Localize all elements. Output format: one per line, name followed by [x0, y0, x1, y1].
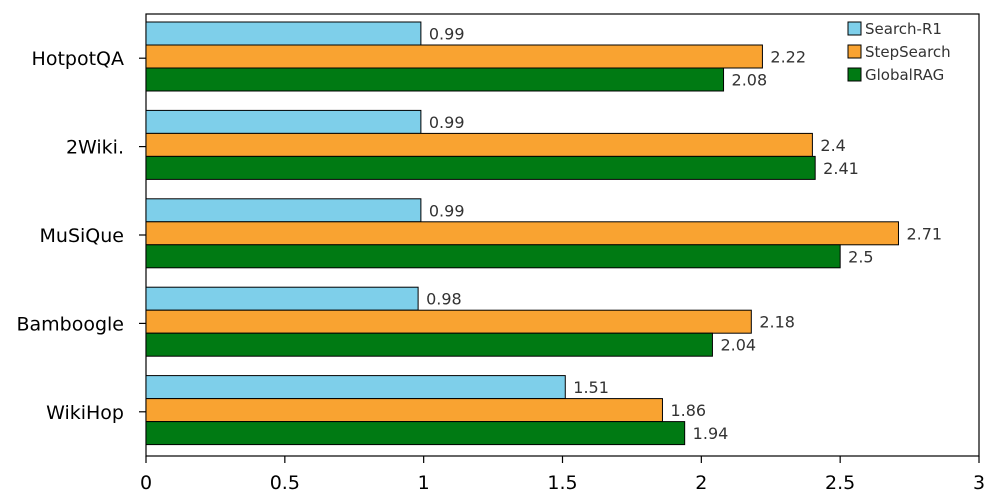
bar-globalrag-musique	[145, 244, 841, 269]
bar-globalrag-2wiki-	[145, 155, 816, 180]
bar-search-r1-bamboogle	[145, 286, 419, 311]
value-label: 2.5	[848, 247, 873, 266]
bar-globalrag-bamboogle	[145, 332, 713, 357]
value-label: 2.71	[906, 224, 942, 243]
x-tick-label: 1.5	[547, 472, 577, 494]
legend: Search-R1 StepSearch GlobalRAG	[847, 20, 951, 84]
value-label: 0.99	[429, 25, 465, 44]
bar-globalrag-hotpotqa	[145, 67, 725, 92]
bar-stepsearch-2wiki-	[145, 132, 813, 157]
legend-swatch-stepsearch	[847, 44, 862, 59]
value-label: 0.98	[426, 290, 462, 309]
x-tick-label: 0.5	[270, 472, 300, 494]
value-label: 1.94	[693, 424, 729, 443]
x-tick-label: 0	[140, 472, 152, 494]
x-tick-label: 2	[695, 472, 707, 494]
bar-stepsearch-bamboogle	[145, 309, 752, 334]
bar-search-r1-2wiki-	[145, 109, 422, 134]
category-axis: HotpotQA 2Wiki. MuSiQue Bamboogle WikiHop	[16, 48, 146, 424]
legend-label: GlobalRAG	[865, 66, 944, 84]
bar-globalrag-wikihop	[145, 421, 686, 446]
bar-search-r1-musique	[145, 198, 422, 223]
legend-swatch-globalrag	[847, 67, 862, 82]
value-axis: 0 0.5 1 1.5 2 2.5 3	[140, 456, 985, 494]
x-tick-label: 2.5	[825, 472, 855, 494]
value-label: 2.41	[823, 159, 859, 178]
value-label: 2.18	[759, 313, 795, 332]
value-label: 2.22	[770, 48, 806, 67]
value-label: 0.99	[429, 201, 465, 220]
bar-search-r1-hotpotqa	[145, 21, 422, 46]
x-tick-label: 3	[973, 472, 985, 494]
x-tick-label: 1	[418, 472, 430, 494]
value-labels-layer: 0.99 2.222.08 0.99 2.4 2.41 0.99 2.71 2.5 0.98 2.…	[426, 25, 942, 444]
legend-label: StepSearch	[865, 43, 951, 61]
bar-stepsearch-hotpotqa	[145, 44, 763, 69]
value-label: 1.86	[670, 401, 706, 420]
legend-swatch-search-r1	[847, 21, 862, 36]
category-label: Bamboogle	[16, 313, 124, 335]
value-label: 2.04	[720, 336, 756, 355]
value-label: 1.51	[573, 378, 609, 397]
category-label: MuSiQue	[40, 225, 124, 247]
category-label: 2Wiki.	[66, 137, 124, 159]
legend-label: Search-R1	[865, 20, 942, 38]
bar-search-r1-wikihop	[145, 375, 566, 400]
bar-stepsearch-musique	[145, 221, 899, 246]
value-label: 0.99	[429, 113, 465, 132]
value-label: 2.4	[820, 136, 845, 155]
bar-stepsearch-wikihop	[145, 398, 663, 423]
category-label: WikiHop	[46, 402, 124, 424]
category-label: HotpotQA	[32, 48, 124, 70]
bars-layer	[145, 21, 899, 446]
value-label: 2.08	[732, 71, 768, 90]
